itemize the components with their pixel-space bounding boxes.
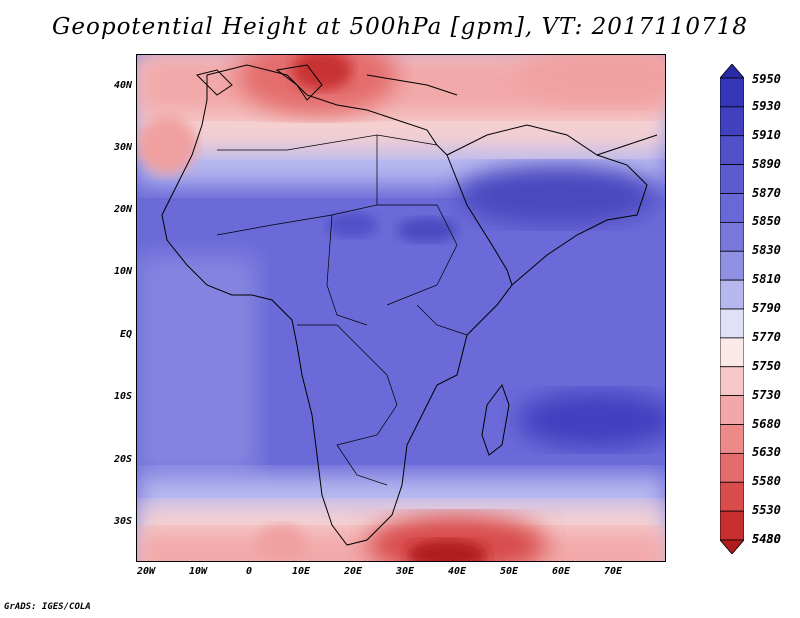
lon-label-10e: 10E [291,566,311,577]
lat-label-10n: 10N [113,266,132,277]
lon-label-20w: 20W [136,566,156,577]
lon-label-60e: 60E [551,566,571,577]
italy [275,64,323,101]
field-south-low-core [407,540,487,561]
lon-label-0: 0 [245,566,253,577]
colorbar-level-label: 5770 [752,329,781,344]
colorbar-segment [720,221,744,252]
colorbar-level-label: 5580 [752,474,781,489]
colorbar-segment [720,539,744,554]
border-sudan [377,204,458,306]
field-sudan-high [397,218,457,242]
colorbar-segment [720,64,744,79]
lat-label-20s: 20S [113,454,132,465]
lon-label-70e: 70E [603,566,623,577]
grads-credit: GrADS: IGES/COLA [4,602,91,612]
lon-label-40e: 40E [447,566,467,577]
colorbar-level-label: 5930 [752,98,781,113]
colorbar-segment [720,193,744,223]
field-north-low-core [292,55,352,90]
lon-label-30e: 30E [395,566,415,577]
field-arabian-high [457,165,657,225]
arabia-coast [446,124,648,286]
colorbar-segment [720,77,744,108]
colorbar [720,64,744,554]
colorbar-level-label: 5870 [752,185,781,200]
border-east [416,304,468,336]
colorbar-segment [720,510,744,541]
colorbar-level-label: 5730 [752,387,781,402]
colorbar-level-label: 5830 [752,243,781,258]
colorbar-segment [720,481,744,512]
colorbar-level-label: 5790 [752,301,781,315]
colorbar-segment [720,106,744,137]
lat-label-30n: 30N [113,142,132,153]
colorbar-segment [720,337,744,368]
field-sahel-high [327,213,377,237]
lat-label-20n: 20N [113,204,132,215]
colorbar-level-label: 5630 [752,445,781,460]
madagascar [481,383,510,456]
lat-label-40n: 40N [113,80,132,91]
lat-label-10s: 10S [113,391,132,402]
colorbar-level-label: 5680 [752,416,781,431]
colorbar-level-label: 5430 [752,532,781,546]
border-central [297,324,398,446]
colorbar-segment [720,164,744,194]
colorbar-segment [720,452,744,483]
turkey-coast [366,74,458,96]
border-libya-egypt [376,134,438,146]
borders [216,134,468,486]
lat-label-eq: EQ [119,329,132,340]
colorbar-level-label: 5750 [752,358,781,373]
gulf-coast [596,134,658,156]
field-atlantic-cutoff [137,115,197,175]
lon-label-20e: 20E [343,566,363,577]
height-field-map [137,55,665,561]
map-plot-area [136,54,666,562]
colorbar-segment [720,135,744,166]
lon-label-50e: 50E [499,566,519,577]
lon-label-10w: 10W [188,566,208,577]
colorbar-level-label: 5910 [752,127,781,142]
field-southwest-low [257,525,307,561]
colorbar-segment [720,366,744,397]
map-title: Geopotential Height at 500hPa [gpm], VT:… [52,14,748,40]
africa-coast [161,64,513,546]
field-northeast-low [517,55,665,105]
colorbar-level-label: 5530 [752,503,781,518]
lat-label-30s: 30S [113,516,132,527]
colorbar-segment [720,250,744,281]
field-west-tropics [137,255,257,475]
colorbar-segment [720,279,744,310]
colorbar-segment [720,395,744,425]
colorbar-level-label: 5890 [752,156,781,171]
colorbar-segment [720,424,744,454]
coastlines [161,64,658,546]
iberia [196,69,233,96]
colorbar-level-label: 5950 [752,72,781,86]
border-chad [326,214,368,326]
colorbar-level-label: 5810 [752,272,781,287]
colorbar-segment [720,308,744,339]
colorbar-level-label: 5480 [752,532,781,546]
field-indian-ocean-high [517,392,665,448]
border-south [336,444,388,486]
colorbar-level-label: 5850 [752,214,781,229]
